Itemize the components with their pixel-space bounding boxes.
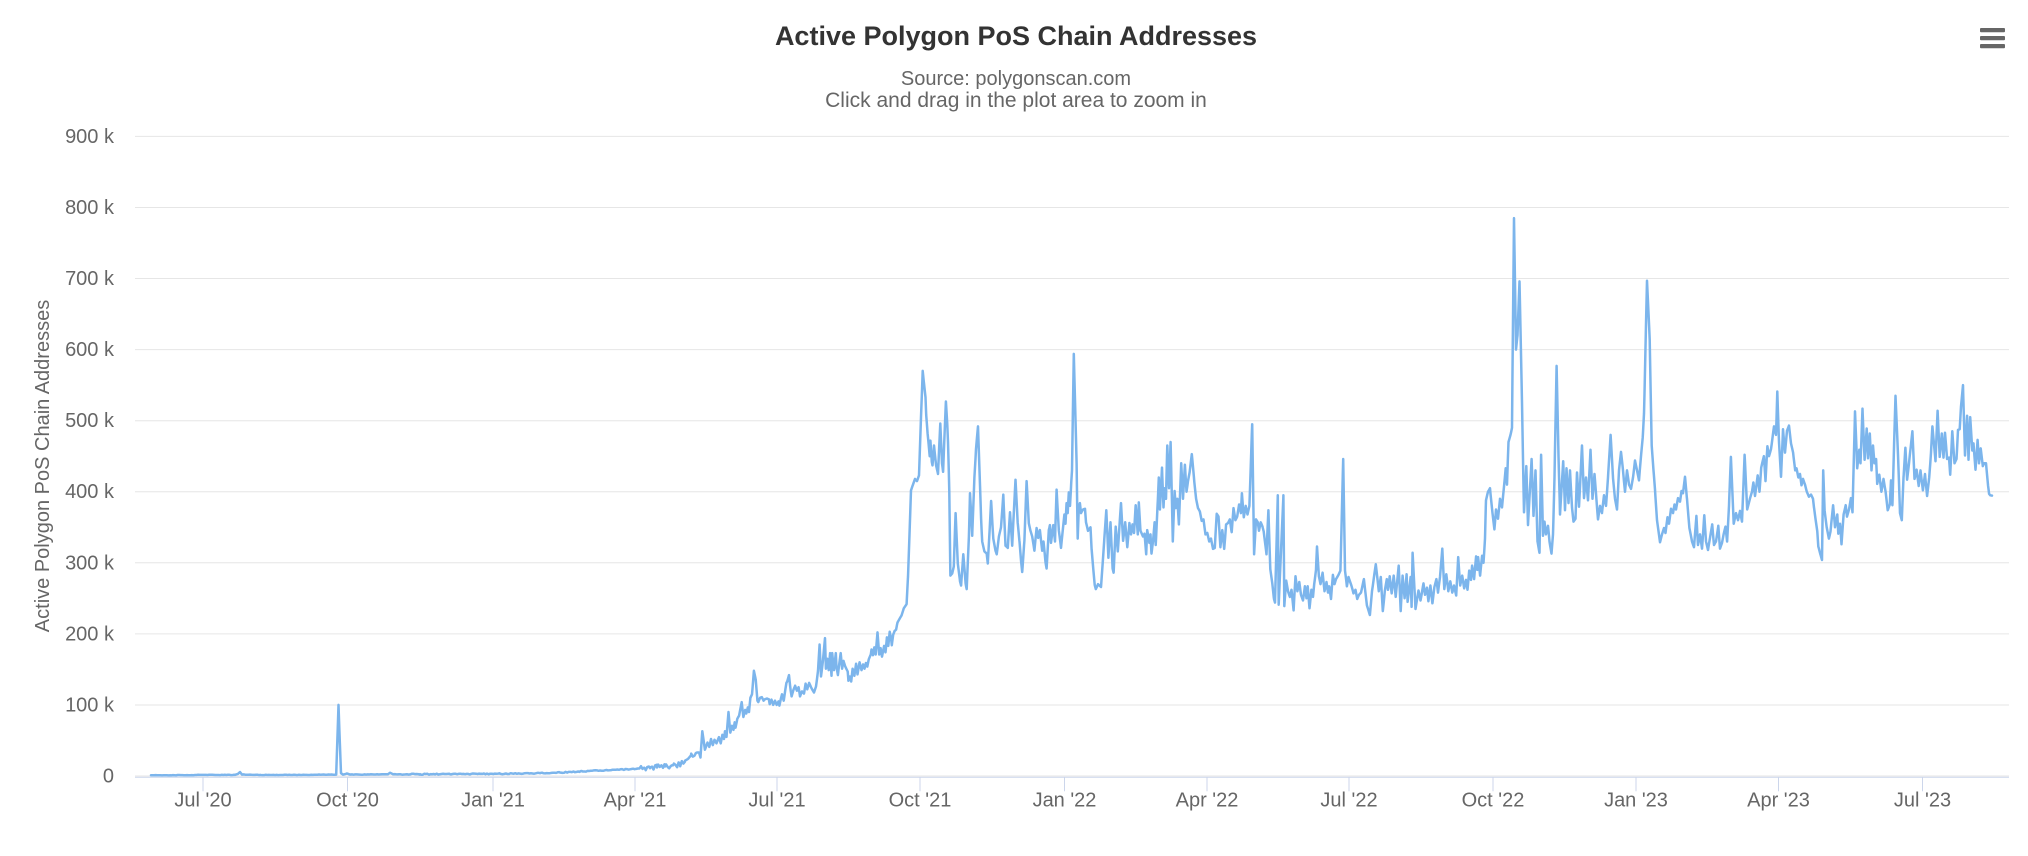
svg-text:Jul '21: Jul '21 xyxy=(748,790,805,812)
svg-text:300 k: 300 k xyxy=(65,552,115,574)
svg-text:Oct '20: Oct '20 xyxy=(316,790,379,812)
svg-text:500 k: 500 k xyxy=(65,410,115,432)
svg-text:200 k: 200 k xyxy=(65,623,115,645)
svg-text:700 k: 700 k xyxy=(65,268,115,290)
svg-text:Active Polygon PoS Chain Addre: Active Polygon PoS Chain Addresses xyxy=(775,21,1257,51)
svg-text:Jul '23: Jul '23 xyxy=(1894,790,1951,812)
svg-text:Oct '22: Oct '22 xyxy=(1462,790,1525,812)
svg-text:Jan '21: Jan '21 xyxy=(461,790,525,812)
svg-text:Apr '21: Apr '21 xyxy=(604,790,667,812)
svg-text:Apr '22: Apr '22 xyxy=(1176,790,1239,812)
svg-text:100 k: 100 k xyxy=(65,695,115,717)
svg-text:Jul '20: Jul '20 xyxy=(174,790,231,812)
svg-text:Source: polygonscan.com: Source: polygonscan.com xyxy=(901,68,1131,90)
svg-text:Click and drag in the plot are: Click and drag in the plot area to zoom … xyxy=(825,89,1207,112)
svg-text:Jan '22: Jan '22 xyxy=(1033,790,1097,812)
svg-text:Jan '23: Jan '23 xyxy=(1604,790,1668,812)
svg-text:0: 0 xyxy=(103,766,114,788)
svg-text:Active Polygon PoS Chain Addre: Active Polygon PoS Chain Addresses xyxy=(32,300,54,632)
svg-text:400 k: 400 k xyxy=(65,481,115,503)
svg-text:Oct '21: Oct '21 xyxy=(889,790,952,812)
svg-text:800 k: 800 k xyxy=(65,197,115,219)
svg-text:900 k: 900 k xyxy=(65,126,115,148)
svg-text:Apr '23: Apr '23 xyxy=(1747,790,1810,812)
svg-text:600 k: 600 k xyxy=(65,339,115,361)
svg-text:Jul '22: Jul '22 xyxy=(1320,790,1377,812)
